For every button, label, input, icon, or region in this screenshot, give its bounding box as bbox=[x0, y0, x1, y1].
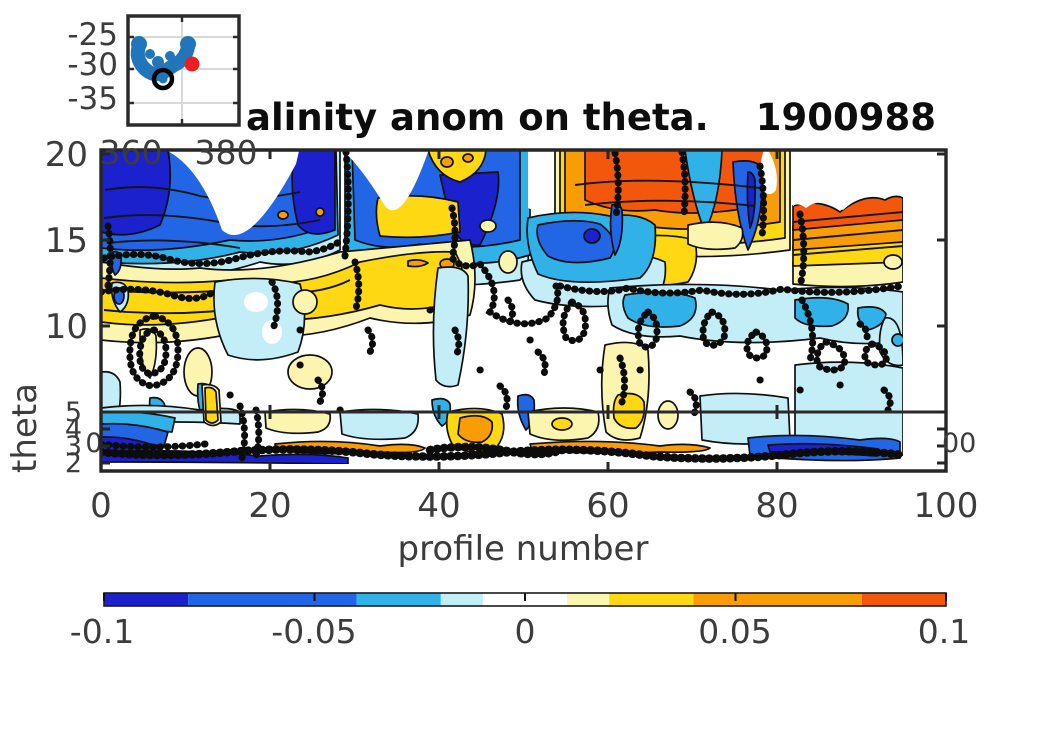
y-tick-10: 10 bbox=[45, 307, 88, 347]
y-axis-label: theta bbox=[5, 383, 45, 473]
float-trajectory-dots bbox=[131, 36, 196, 68]
thin-contour-lines-orange bbox=[574, 179, 761, 207]
x-tick-20: 20 bbox=[248, 486, 291, 526]
thin-contour-lines-right-orange bbox=[792, 211, 904, 256]
current-profile-marker bbox=[184, 56, 200, 72]
y-tick-20: 20 bbox=[45, 135, 88, 175]
colorbar: -0.1 -0.05 0 0.05 0.1 bbox=[70, 592, 970, 651]
highlighted-profile-circle bbox=[151, 67, 175, 91]
highlighted-profile-dot bbox=[158, 74, 168, 84]
y-tick-15: 15 bbox=[45, 221, 88, 261]
inset-map: -25 -30 -35 360 380 bbox=[67, 10, 258, 172]
inset-x-tick-360: 360 bbox=[100, 133, 163, 172]
x-tick-40: 40 bbox=[417, 486, 460, 526]
cb-tick-01: 0.1 bbox=[918, 612, 970, 651]
contour-plot-area bbox=[101, 150, 946, 471]
cb-tick-n005: -0.05 bbox=[271, 612, 356, 651]
figure-title: alinity anom on theta. 1900988 bbox=[246, 96, 936, 139]
main-axes-frame bbox=[99, 148, 948, 473]
contour-fill-midright-blue bbox=[520, 203, 667, 308]
x-tick-60: 60 bbox=[586, 486, 629, 526]
title-float-id: 1900988 bbox=[756, 96, 936, 139]
inset-gridlines bbox=[128, 16, 239, 125]
y-tick-2: 2 bbox=[65, 448, 82, 479]
zero-contour-dotted-lines bbox=[101, 150, 907, 464]
inset-y-tick-35: -35 bbox=[67, 81, 118, 117]
cb-tick-n01: -0.1 bbox=[70, 612, 134, 651]
axis-tick-marks bbox=[99, 150, 948, 471]
x-tick-80: 80 bbox=[755, 486, 798, 526]
cb-tick-005: 0.05 bbox=[698, 612, 771, 651]
x-tick-0: 0 bbox=[90, 486, 112, 526]
inset-x-tick-380: 380 bbox=[195, 133, 258, 172]
x-tick-100: 100 bbox=[914, 486, 979, 526]
inset-y-tick-30: -30 bbox=[67, 47, 118, 83]
contour-fill-right-orange-band bbox=[792, 195, 904, 288]
x-axis-label: profile number bbox=[398, 529, 649, 569]
inset-y-tick-25: -25 bbox=[67, 17, 118, 53]
title-text: alinity anom on theta. bbox=[246, 96, 709, 139]
stray-left-label: 0 bbox=[85, 428, 102, 459]
main-axis-labels: 20 15 10 5 4 3 2 00 0 20 40 60 80 100 pr… bbox=[5, 135, 978, 569]
stray-right-label: 00 bbox=[942, 428, 976, 459]
colorbar-ticks bbox=[103, 593, 947, 601]
inset-frame bbox=[126, 14, 241, 127]
y-tick-3: 3 bbox=[65, 431, 82, 462]
cb-tick-0: 0 bbox=[515, 612, 536, 651]
y-tick-4: 4 bbox=[65, 414, 82, 445]
no-data-white-regions bbox=[101, 150, 946, 471]
inset-ticks bbox=[128, 16, 239, 125]
y-tick-5: 5 bbox=[65, 397, 82, 428]
